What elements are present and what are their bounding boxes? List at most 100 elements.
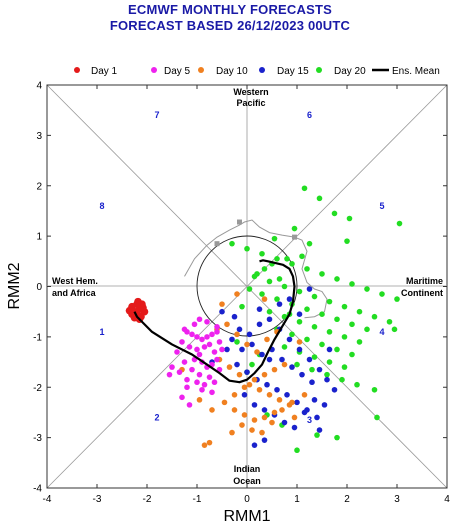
point-day20 [334, 434, 340, 441]
point-day10 [209, 407, 215, 413]
point-day20 [284, 255, 290, 262]
x-tick-label: 1 [294, 494, 300, 505]
point-day5 [166, 371, 173, 378]
legend: Day 1 Day 5 Day 10 Day 15 Day 20 Ens. Me… [74, 66, 440, 77]
point-day5 [196, 351, 203, 358]
observed-marker [292, 234, 297, 240]
x-tick-label: 0 [244, 494, 250, 505]
point-day15 [321, 402, 328, 408]
region-label-pacific: Pacific [236, 98, 265, 108]
point-day20 [271, 235, 278, 242]
point-day20 [314, 432, 320, 438]
point-day5 [219, 346, 225, 353]
point-day10 [271, 366, 278, 373]
legend-label-day1: Day 1 [91, 66, 118, 77]
point-day20 [274, 296, 280, 302]
point-day10 [269, 419, 275, 426]
point-day10 [281, 361, 288, 368]
point-day20 [244, 245, 250, 252]
y-tick-label: -3 [33, 433, 42, 444]
point-day20 [341, 303, 348, 310]
point-day15 [296, 311, 303, 318]
point-day5 [206, 341, 213, 348]
phase-number-6: 6 [307, 110, 312, 120]
point-day20 [319, 341, 325, 348]
point-day10 [224, 321, 230, 328]
point-day20 [254, 271, 260, 277]
point-day15 [316, 366, 323, 373]
page-title: ECMWF MONTHLY FORECASTS [128, 2, 332, 17]
region-label-continent: Continent [401, 288, 443, 298]
point-day15 [331, 386, 338, 393]
point-day10 [234, 331, 240, 338]
point-day20 [246, 286, 253, 292]
point-day10 [244, 341, 250, 348]
point-day1 [134, 297, 142, 306]
point-day15 [286, 336, 293, 343]
point-day20 [289, 261, 295, 267]
point-day15 [311, 397, 318, 403]
x-tick-label: -2 [143, 494, 152, 505]
point-day15 [274, 386, 280, 393]
point-day15 [294, 399, 300, 406]
point-day15 [286, 296, 293, 302]
y-tick-label: 3 [36, 131, 42, 142]
point-day15 [249, 341, 255, 348]
phase-number-1: 1 [99, 327, 104, 337]
point-day20 [301, 185, 308, 192]
observed-track-line [184, 219, 328, 319]
point-day20 [291, 225, 298, 232]
point-day15 [264, 381, 270, 388]
phase-number-2: 2 [154, 412, 159, 422]
legend-label-day20: Day 20 [334, 66, 366, 77]
point-day10 [219, 301, 225, 307]
point-day5 [194, 379, 200, 386]
point-day20 [326, 329, 333, 335]
point-day10 [261, 296, 268, 302]
point-day5 [184, 384, 190, 391]
ensemble-mean-line [133, 259, 296, 384]
point-day20 [319, 271, 325, 277]
point-day10 [271, 409, 278, 416]
point-day20 [374, 414, 380, 421]
ensemble-mean-group [133, 259, 296, 384]
legend-label-day5: Day 5 [164, 66, 191, 77]
point-day15 [231, 313, 238, 320]
y-axis-title: RMM2 [6, 262, 23, 309]
phase-number-3: 3 [307, 415, 312, 425]
point-day5 [211, 349, 218, 355]
point-day5 [209, 331, 215, 338]
point-day10 [264, 336, 270, 343]
legend-marker-day1 [74, 67, 80, 73]
y-tick-label: -2 [33, 383, 42, 394]
point-day15 [289, 364, 295, 370]
point-day10 [196, 397, 203, 403]
point-day20 [386, 318, 393, 325]
point-day5 [194, 346, 200, 353]
point-day20 [309, 366, 315, 373]
point-day15 [261, 437, 268, 443]
point-day15 [256, 306, 263, 312]
point-day5 [201, 381, 208, 388]
point-day5 [196, 316, 203, 323]
point-day15 [251, 442, 258, 448]
point-day5 [181, 326, 188, 333]
point-day15 [251, 402, 258, 408]
point-day5 [194, 334, 200, 340]
point-day20 [334, 316, 340, 323]
page-subtitle: FORECAST BASED 26/12/2023 00UTC [109, 18, 351, 33]
phase-number-5: 5 [379, 201, 384, 211]
point-day15 [256, 321, 263, 328]
point-day5 [214, 324, 220, 330]
point-day10 [206, 439, 213, 446]
point-day5 [196, 371, 203, 378]
point-day5 [179, 394, 185, 401]
point-day15 [234, 361, 240, 368]
y-tick-label: 0 [36, 282, 42, 293]
point-day10 [241, 412, 248, 418]
point-day15 [324, 376, 330, 383]
legend-label-ens-mean: Ens. Mean [392, 66, 440, 77]
legend-marker-day10 [198, 67, 204, 73]
x-tick-label: -1 [193, 494, 202, 505]
